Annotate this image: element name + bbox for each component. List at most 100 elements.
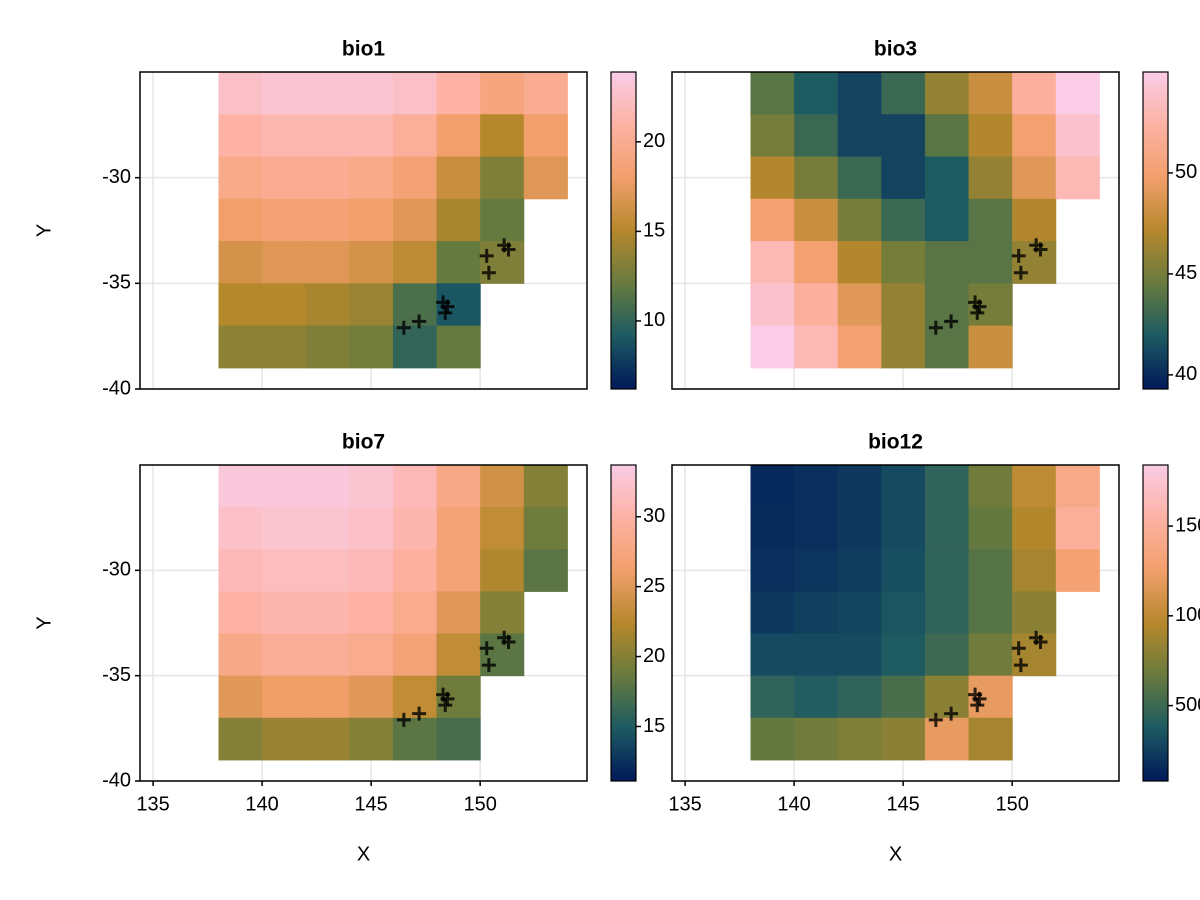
- x-tick-label: 135: [136, 793, 169, 815]
- colorbar-tick-label: 15: [643, 220, 665, 242]
- heatmap-cell: [392, 549, 438, 592]
- heatmap-cell: [349, 114, 394, 158]
- heatmap-cell: [305, 507, 350, 550]
- heatmap-cell: [750, 717, 795, 761]
- heatmap-cell: [218, 325, 263, 369]
- heatmap-cell: [881, 241, 926, 284]
- plot-frame: [671, 71, 1120, 390]
- heatmap-cell: [837, 156, 882, 200]
- heatmap-cell: [392, 241, 438, 284]
- heatmap-cell: [305, 156, 350, 200]
- heatmap-cell: [262, 241, 307, 284]
- heatmap-cell: [392, 283, 438, 327]
- heatmap-cell: [1012, 198, 1057, 242]
- x-tick-label: 140: [777, 793, 810, 815]
- heatmap-cell: [794, 507, 839, 550]
- colorbar-tick-label: 25: [643, 575, 665, 597]
- plot-frame: [139, 71, 588, 390]
- heatmap-cell: [794, 241, 839, 284]
- panel-title: bio7: [342, 431, 385, 454]
- heatmap-cell: [924, 465, 970, 508]
- heatmap-cell: [881, 717, 926, 761]
- occurrence-marker: [1013, 658, 1028, 673]
- heatmap-cell: [1055, 507, 1100, 550]
- y-axis-label: Y: [33, 616, 55, 629]
- heatmap-cell: [750, 507, 795, 550]
- heatmap-cell: [262, 72, 307, 115]
- heatmap-cell: [523, 465, 568, 508]
- heatmap-cell: [968, 591, 1013, 635]
- occurrence-marker: [436, 687, 451, 702]
- occurrence-marker: [1029, 238, 1044, 253]
- heatmap-cell: [349, 675, 394, 719]
- panel-title: bio12: [868, 431, 923, 454]
- heatmap-cell: [218, 549, 263, 592]
- occurrence-marker: [497, 630, 512, 645]
- heatmap-cell: [218, 507, 263, 550]
- heatmap-cell: [349, 591, 394, 635]
- x-axis-label: X: [889, 843, 902, 865]
- heatmap-cell: [218, 465, 263, 508]
- occurrence-marker: [481, 265, 496, 280]
- occurrence-marker: [479, 641, 494, 656]
- heatmap-cell: [262, 675, 307, 719]
- y-axis-label: Y: [33, 224, 55, 237]
- heatmap-cell: [968, 325, 1013, 369]
- heatmap-cell: [523, 156, 568, 200]
- heatmap-cell: [436, 465, 481, 508]
- heatmap-cell: [392, 72, 438, 115]
- heatmap-cell: [881, 591, 926, 635]
- heatmap-cell: [349, 156, 394, 200]
- y-tick-label: -40: [102, 377, 131, 399]
- heatmap-cell: [262, 114, 307, 158]
- heatmap-cell: [794, 549, 839, 592]
- heatmap-cell: [968, 633, 1013, 677]
- heatmap-cell: [349, 198, 394, 242]
- heatmap-cell: [924, 241, 970, 284]
- heatmap-cell: [436, 717, 481, 761]
- heatmap-cell: [218, 717, 263, 761]
- heatmap-cell: [305, 198, 350, 242]
- heatmap-cell: [837, 114, 882, 158]
- heatmap-cell: [436, 633, 481, 677]
- heatmap-cell: [924, 283, 970, 327]
- heatmap-cell: [392, 325, 438, 369]
- heatmap-cell: [305, 114, 350, 158]
- heatmap-cell: [968, 156, 1013, 200]
- heatmap-cell: [968, 507, 1013, 550]
- heatmap-cell: [349, 283, 394, 327]
- x-tick-label: 135: [668, 793, 701, 815]
- heatmap-cell: [1055, 114, 1100, 158]
- heatmap-cell: [837, 675, 882, 719]
- x-tick-label: 140: [245, 793, 278, 815]
- heatmap-cell: [262, 325, 307, 369]
- heatmap-cell: [305, 675, 350, 719]
- heatmap-cell: [262, 283, 307, 327]
- heatmap-cell: [794, 114, 839, 158]
- occurrence-marker: [438, 305, 453, 320]
- occurrence-marker: [497, 238, 512, 253]
- heatmap-cell: [924, 156, 970, 200]
- heatmap-cell: [262, 156, 307, 200]
- heatmap-cell: [1012, 591, 1057, 635]
- heatmap-cell: [480, 549, 525, 592]
- heatmap-cell: [750, 283, 795, 327]
- colorbar-tick-label: 45: [1175, 262, 1197, 284]
- heatmap-cell: [794, 156, 839, 200]
- occurrence-marker: [944, 706, 959, 721]
- heatmap-cell: [305, 325, 350, 369]
- heatmap-cell: [218, 198, 263, 242]
- heatmap-cell: [305, 633, 350, 677]
- heatmap-cell: [881, 675, 926, 719]
- heatmap-cell: [392, 114, 438, 158]
- heatmap-cell: [305, 549, 350, 592]
- heatmap-cell: [262, 633, 307, 677]
- heatmap-cell: [480, 156, 525, 200]
- heatmap-cell: [480, 507, 525, 550]
- heatmap-cell: [968, 717, 1013, 761]
- heatmap-cell: [436, 114, 481, 158]
- heatmap-cell: [349, 325, 394, 369]
- occurrence-marker: [481, 658, 496, 673]
- heatmap-cell: [262, 717, 307, 761]
- y-tick-label: -35: [102, 272, 131, 294]
